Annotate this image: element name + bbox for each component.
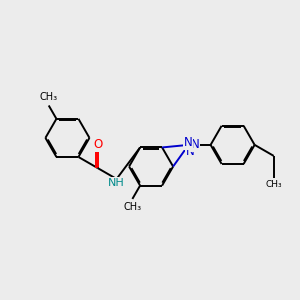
Text: O: O — [93, 138, 102, 151]
Text: CH₃: CH₃ — [40, 92, 58, 102]
Text: CH₃: CH₃ — [266, 180, 282, 189]
Text: N: N — [184, 136, 192, 149]
Text: N: N — [190, 138, 199, 152]
Text: NH: NH — [108, 178, 125, 188]
Text: N: N — [185, 145, 194, 158]
Text: CH₃: CH₃ — [123, 202, 141, 212]
